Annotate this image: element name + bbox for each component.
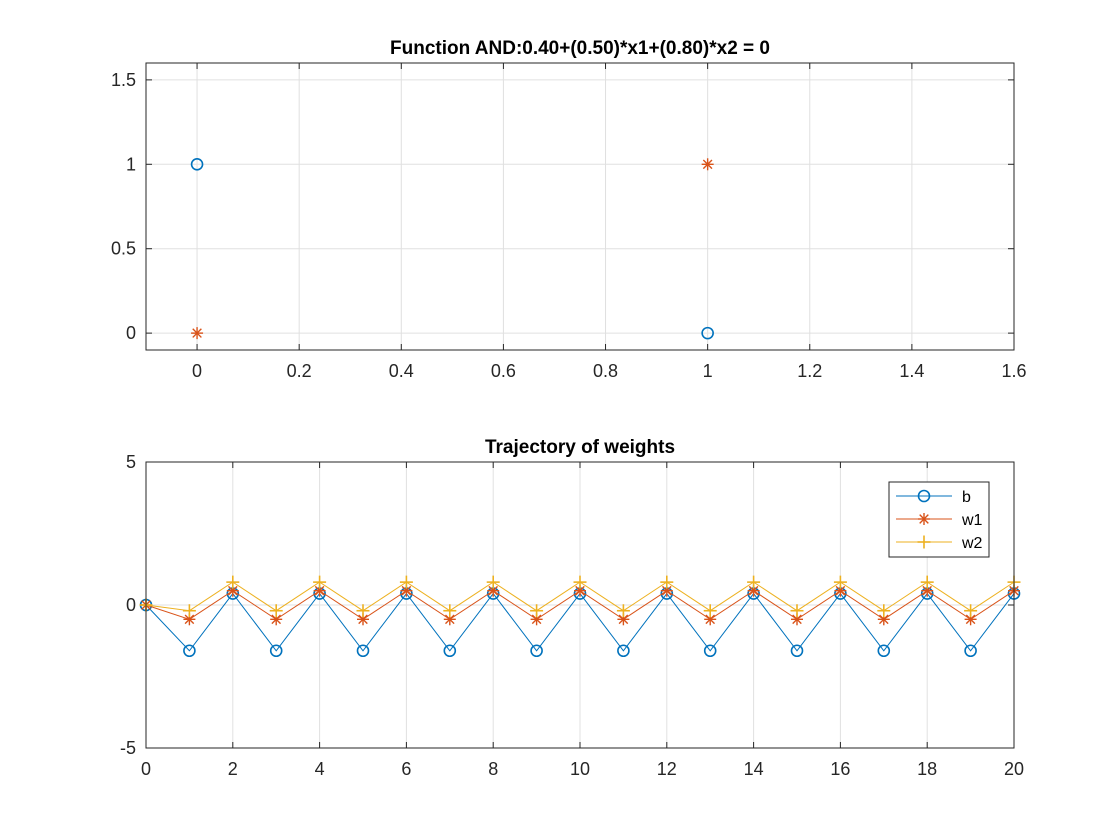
x-tick-label: 4 bbox=[315, 759, 325, 779]
top-axes-grid bbox=[146, 63, 1015, 350]
data-point-w1 bbox=[617, 613, 630, 626]
data-point-asterisk bbox=[701, 158, 714, 171]
legend: b w1 w2 bbox=[888, 481, 990, 558]
data-point-w1 bbox=[921, 584, 934, 597]
data-point-b bbox=[964, 644, 977, 658]
data-point-w2 bbox=[747, 575, 761, 589]
data-point-w2 bbox=[790, 604, 804, 618]
x-tick-label: 1.4 bbox=[899, 361, 924, 381]
legend-item-w1: w1 bbox=[896, 512, 983, 529]
top-axes-background bbox=[145, 62, 1015, 351]
data-point-w2 bbox=[703, 604, 717, 618]
data-point-circle bbox=[701, 326, 714, 340]
data-point-w2 bbox=[920, 575, 934, 589]
legend-item-b: b bbox=[896, 489, 971, 506]
x-tick-label: 1 bbox=[703, 361, 713, 381]
data-point-w2 bbox=[877, 604, 891, 618]
x-tick-label: 0.2 bbox=[287, 361, 312, 381]
x-tick-label: 18 bbox=[917, 759, 937, 779]
data-point-b bbox=[183, 644, 196, 658]
data-point-w1 bbox=[313, 584, 326, 597]
legend-label: b bbox=[962, 489, 971, 506]
data-point-w2 bbox=[182, 604, 196, 618]
data-point-w1 bbox=[791, 613, 803, 626]
x-tick-label: 2 bbox=[228, 759, 238, 779]
bottom-chart-title: Trajectory of weights bbox=[485, 437, 675, 458]
x-tick-label: 20 bbox=[1004, 759, 1024, 779]
y-tick-label: 0.5 bbox=[111, 239, 136, 259]
legend-label: w1 bbox=[961, 512, 983, 529]
legend-item-w2: w2 bbox=[896, 535, 983, 552]
data-point-w2 bbox=[964, 604, 978, 618]
data-point-b bbox=[269, 644, 283, 658]
data-point-w2 bbox=[833, 575, 847, 589]
top-axes-ticks: 0 0.2 0.4 0.6 0.8 1 1.2 1.4 1.6 0 0.5 1 1.5 bbox=[111, 63, 1027, 381]
data-point-asterisk bbox=[191, 327, 204, 340]
data-point-w1 bbox=[443, 613, 456, 626]
x-tick-label: 1.6 bbox=[1001, 361, 1026, 381]
data-point-w2 bbox=[573, 575, 587, 589]
y-tick-label: 1 bbox=[126, 154, 136, 174]
x-tick-label: 8 bbox=[488, 759, 498, 779]
data-point-w2 bbox=[356, 604, 370, 618]
data-point-w1 bbox=[964, 613, 977, 626]
top-chart-title: Function AND:0.40+(0.50)*x1+(0.80)*x2 = … bbox=[390, 38, 770, 59]
y-tick-label: 5 bbox=[126, 452, 136, 472]
data-point-w2 bbox=[269, 604, 283, 618]
x-tick-label: 0.6 bbox=[491, 361, 516, 381]
x-tick-label: 10 bbox=[570, 759, 590, 779]
data-point-circle bbox=[190, 157, 204, 171]
data-point-w2 bbox=[313, 575, 327, 589]
top-axes-data bbox=[190, 157, 714, 340]
x-tick-label: 14 bbox=[744, 759, 764, 779]
data-point-w2 bbox=[399, 575, 413, 589]
x-tick-label: 0.4 bbox=[389, 361, 414, 381]
bottom-axes: 0 2 4 6 8 10 12 14 16 18 20-505 Trajectory of weig… bbox=[120, 437, 1024, 779]
data-point-w1 bbox=[877, 613, 890, 626]
bottom-axes-data bbox=[139, 575, 1021, 658]
x-tick-label: 0 bbox=[141, 759, 151, 779]
data-point-b bbox=[356, 644, 370, 658]
x-tick-label: 0.8 bbox=[593, 361, 618, 381]
legend-marker bbox=[917, 535, 931, 549]
data-point-w2 bbox=[226, 575, 240, 589]
data-point-w1 bbox=[834, 584, 847, 597]
data-point-b bbox=[443, 644, 457, 658]
data-point-b bbox=[703, 644, 717, 658]
legend-label: w2 bbox=[961, 535, 983, 552]
x-tick-label: 16 bbox=[830, 759, 850, 779]
data-point-b bbox=[790, 644, 804, 658]
data-point-b bbox=[617, 644, 630, 658]
bottom-axes-frame bbox=[145, 461, 1015, 749]
legend-marker bbox=[918, 513, 930, 525]
data-point-w2 bbox=[660, 575, 674, 589]
data-point-w1 bbox=[400, 584, 413, 597]
x-tick-label: 12 bbox=[657, 759, 677, 779]
x-tick-label: 0 bbox=[192, 361, 202, 381]
top-axes: 0 0.2 0.4 0.6 0.8 1 1.2 1.4 1.6 0 0.5 1 1.5 Function… bbox=[111, 38, 1027, 381]
data-point-w2 bbox=[486, 575, 500, 589]
x-tick-label: 6 bbox=[401, 759, 411, 779]
top-axes-frame bbox=[145, 62, 1015, 351]
y-tick-label: 0 bbox=[126, 323, 136, 343]
data-point-b bbox=[530, 644, 543, 658]
y-tick-label: -5 bbox=[120, 738, 136, 758]
data-point-w2 bbox=[616, 604, 630, 618]
data-point-w2 bbox=[530, 604, 544, 618]
x-tick-label: 1.2 bbox=[797, 361, 822, 381]
y-tick-label: 1.5 bbox=[111, 70, 136, 90]
y-tick-label: 0 bbox=[126, 595, 136, 615]
data-point-b bbox=[877, 644, 891, 658]
legend-marker bbox=[917, 489, 931, 503]
data-point-w2 bbox=[443, 604, 457, 618]
